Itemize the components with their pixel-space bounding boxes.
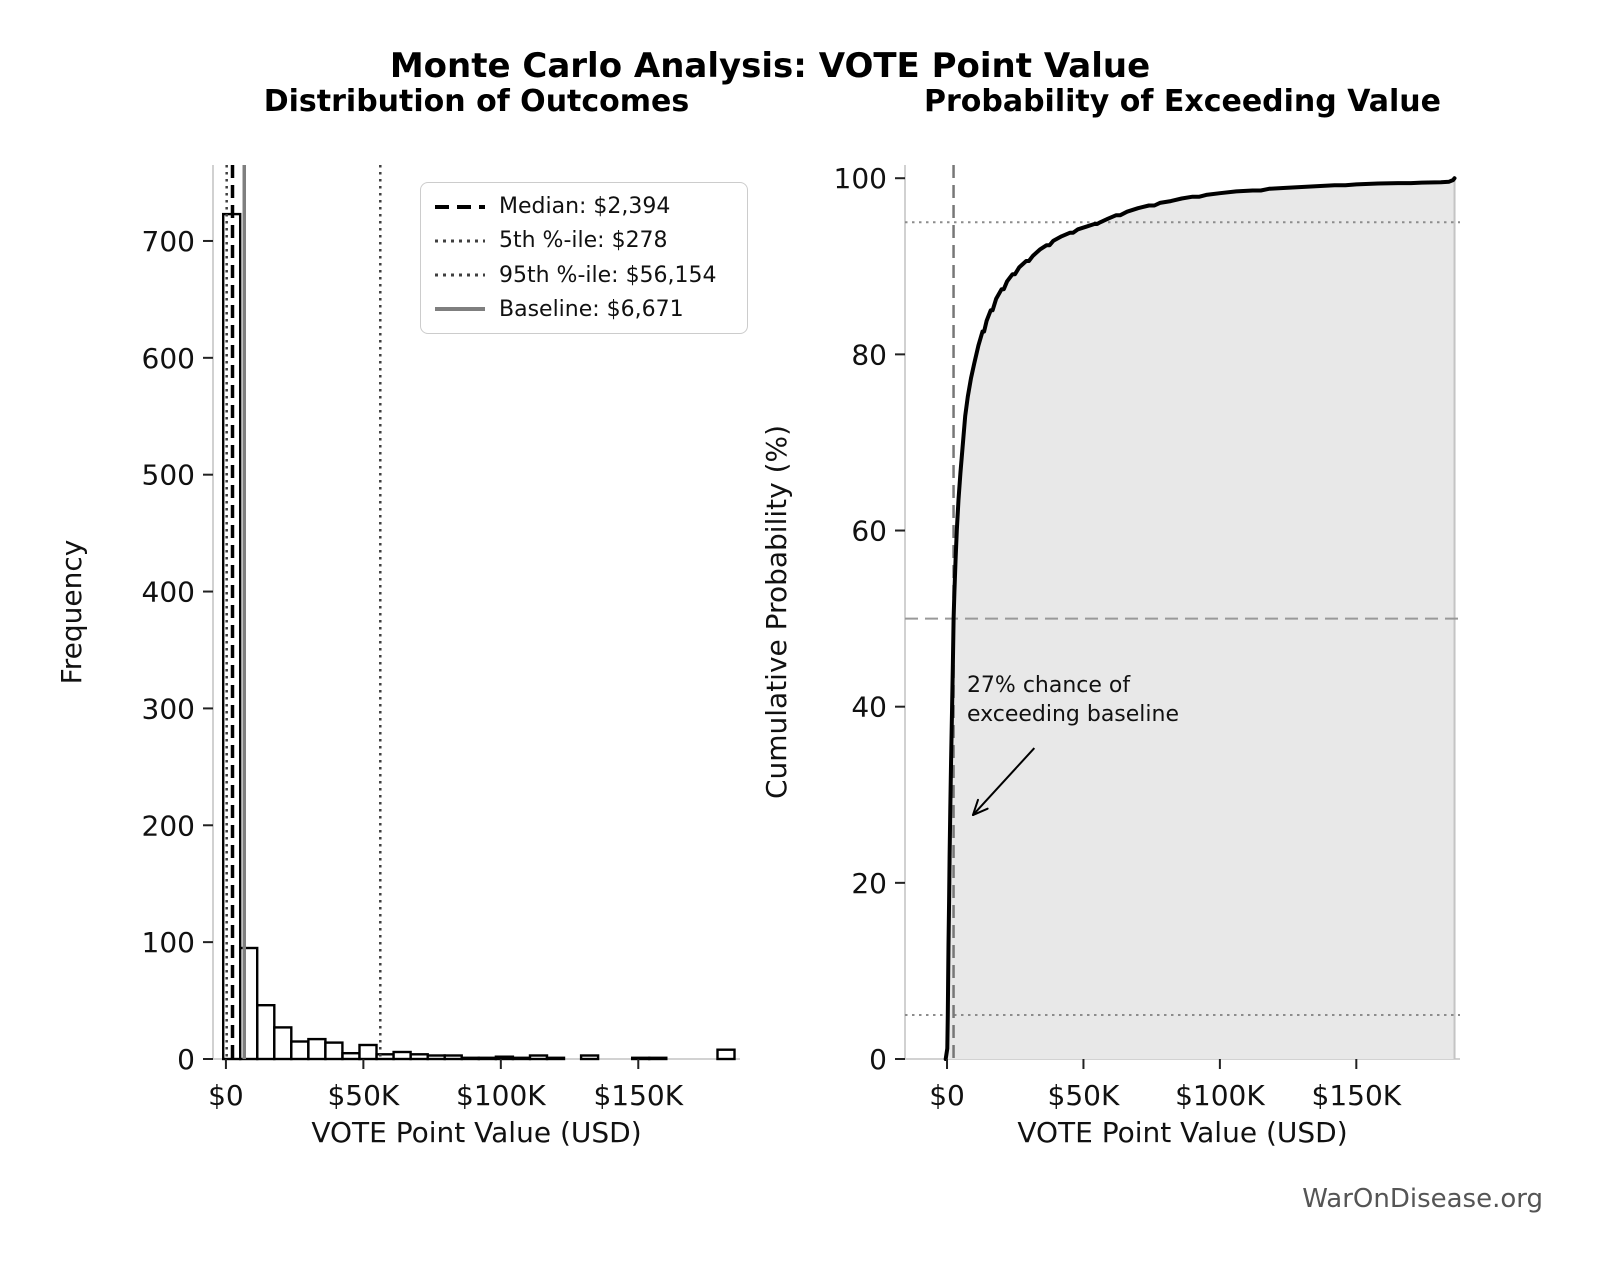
histogram-bar — [273, 1026, 293, 1061]
histogram-bar — [494, 1055, 515, 1061]
y-tick-label: 400 — [142, 576, 195, 609]
histogram-bar — [443, 1054, 463, 1061]
x-tick-label: $0 — [929, 1079, 965, 1112]
histogram-bar — [290, 1040, 310, 1061]
y-tick-label: 500 — [142, 459, 195, 492]
histogram-ylabel: Frequency — [55, 539, 88, 685]
legend-item-label: 95th %-ile: $56,154 — [499, 262, 717, 288]
y-tick-label: 80 — [851, 338, 887, 371]
histogram-bar — [631, 1056, 651, 1061]
legend-line-sample — [435, 273, 485, 277]
legend-item-label: 5th %-ile: $278 — [499, 228, 668, 254]
y-tick-label: 100 — [834, 162, 887, 195]
histogram-bar — [460, 1056, 480, 1061]
x-tick-label: $100K — [456, 1079, 546, 1112]
x-tick-label: $150K — [593, 1079, 683, 1112]
histogram-bar — [716, 1048, 736, 1061]
histogram-bar — [477, 1056, 497, 1061]
histogram-bar — [392, 1050, 412, 1061]
histogram-bar — [579, 1054, 600, 1061]
cdf-xlabel: VOTE Point Value (USD) — [1017, 1116, 1348, 1149]
y-tick-label: 200 — [142, 809, 195, 842]
legend-item-label: Median: $2,394 — [499, 194, 671, 219]
histogram-bar — [409, 1053, 429, 1061]
annotation-arrow — [972, 747, 1036, 816]
histogram-bar — [341, 1051, 361, 1061]
y-tick-label: 40 — [851, 691, 887, 724]
histogram-bar — [307, 1037, 327, 1061]
x-tick-label: $50K — [1048, 1079, 1120, 1112]
cdf-chart: $0 $50K $100K $150K 0 20 40 60 80 100 — [834, 162, 1460, 1112]
cdf-title: Probability of Exceeding Value — [923, 84, 1442, 119]
y-tick-label: 700 — [142, 225, 195, 258]
y-tick-label: 300 — [142, 692, 195, 725]
histogram-xlabel: VOTE Point Value (USD) — [311, 1116, 642, 1149]
y-tick-label: 600 — [142, 342, 195, 375]
y-tick-label: 0 — [869, 1043, 887, 1076]
histogram-bar — [511, 1056, 532, 1061]
legend-item: Baseline: $6,671 — [434, 297, 739, 322]
legend-line-sample — [435, 307, 485, 312]
cdf-ylabel: Cumulative Probability (%) — [760, 424, 793, 800]
annotation: 27% chance of exceeding baseline — [967, 671, 1179, 729]
watermark-text: WarOnDisease.org — [1302, 1184, 1543, 1214]
cdf-area — [945, 178, 1455, 1059]
x-tick-label: $50K — [327, 1079, 399, 1112]
histogram-bar — [358, 1043, 378, 1061]
annotation-arrowhead — [971, 807, 989, 817]
histogram-chart: $0 $50K $100K $150K 0 100 200 300 400 500 600 700 — [142, 165, 740, 1112]
y-tick-label: 100 — [142, 926, 195, 959]
legend: Median: $2,394 5th %-ile: $278 95th %-ile:… — [420, 182, 748, 334]
histogram-bar — [324, 1041, 344, 1061]
x-tick-label: $100K — [1175, 1079, 1265, 1112]
legend-item: 95th %-ile: $56,154 — [434, 263, 739, 288]
y-tick-label: 20 — [851, 867, 887, 900]
x-tick-label: $0 — [208, 1079, 244, 1112]
legend-item: Median: $2,394 — [434, 194, 739, 219]
cdf-curve — [943, 176, 1457, 1061]
legend-line-sample — [435, 239, 485, 243]
histogram-bar — [426, 1054, 446, 1061]
main-title: Monte Carlo Analysis: VOTE Point Value — [389, 46, 1151, 86]
y-tick-label: 0 — [177, 1043, 195, 1076]
legend-item: 5th %-ile: $278 — [434, 228, 739, 253]
histogram-bar — [528, 1054, 549, 1061]
x-tick-label: $150K — [1312, 1079, 1402, 1112]
y-tick-label: 60 — [851, 515, 887, 548]
histogram-bar — [545, 1056, 566, 1061]
histogram-bar — [256, 1004, 276, 1061]
histogram-title: Distribution of Outcomes — [263, 84, 690, 119]
histogram-bar — [648, 1056, 668, 1061]
annotation-line-1: 27% chance of — [966, 673, 1131, 699]
annotation-arrowhead — [971, 798, 980, 817]
legend-line-sample — [435, 204, 485, 209]
legend-item-label: Baseline: $6,671 — [499, 296, 684, 322]
annotation-line-2: exceeding baseline — [966, 702, 1180, 728]
